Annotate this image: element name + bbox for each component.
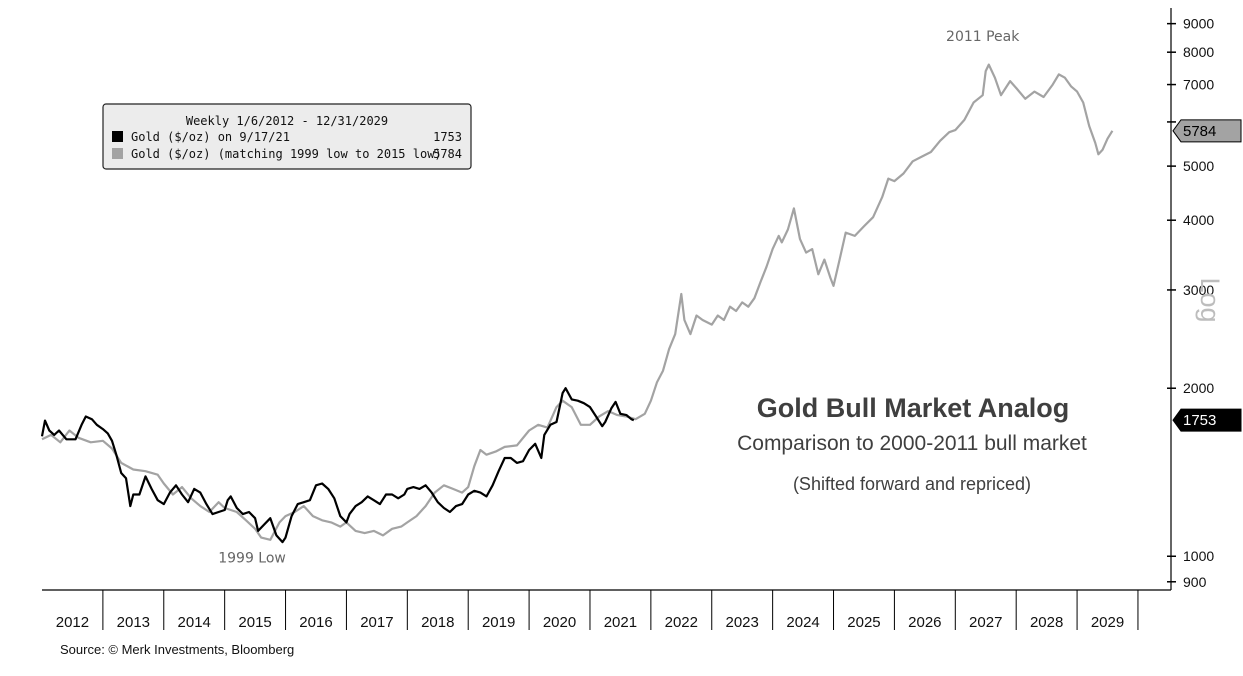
x-tick-label: 2017: [360, 614, 393, 631]
x-tick-label: 2020: [543, 614, 576, 631]
y-tick-label: 900: [1183, 574, 1207, 590]
series-line-current: [40, 387, 635, 544]
y-tick-label: 4000: [1183, 212, 1214, 228]
x-tick-label: 2014: [178, 614, 211, 631]
chart-annotation: 2011 Peak: [946, 29, 1020, 45]
y-tick-label: 2000: [1183, 380, 1214, 396]
y-axis: 900 1000 2000 3000 4000 5000 7000 8000 9000: [1167, 8, 1214, 590]
chart-title: Gold Bull Market Analog: [757, 393, 1070, 423]
y-tick-label: 8000: [1183, 44, 1214, 60]
x-tick-label: 2028: [1030, 614, 1063, 631]
y-tick-label: 7000: [1183, 77, 1214, 93]
value-tag-label: 5784: [1183, 123, 1216, 140]
x-tick-label: 2021: [604, 614, 637, 631]
x-tick-label: 2016: [299, 614, 332, 631]
x-axis: 2012 2013 2014 2015 2016 2017 2018 2019 2020 2021…: [42, 589, 1171, 631]
x-tick-label: 2029: [1091, 614, 1124, 631]
value-tag: [1172, 119, 1242, 143]
x-tick-label: 2018: [421, 614, 454, 631]
chart-note: (Shifted forward and repriced): [793, 474, 1031, 494]
chart-annotation: 1999 Low: [218, 550, 286, 566]
legend-label-analog: Gold ($/oz) (matching 1999 low to 2015 l…: [131, 147, 442, 161]
y-tick-label: 5000: [1183, 158, 1214, 174]
legend-label-current: Gold ($/oz) on 9/17/21: [131, 130, 290, 144]
series-layer: [40, 63, 1114, 544]
x-tick-label: 2012: [56, 614, 89, 631]
x-tick-label: 2013: [117, 614, 150, 631]
x-tick-label: 2024: [786, 614, 819, 631]
x-tick-label: 2019: [482, 614, 515, 631]
y-tick-label: 9000: [1183, 16, 1214, 32]
x-tick-label: 2023: [726, 614, 759, 631]
y-tick-label: 3000: [1183, 282, 1214, 298]
legend-swatch-analog: [112, 148, 123, 159]
y-tick-label: 1000: [1183, 548, 1214, 564]
series-line-analog: [41, 63, 1114, 541]
annotation-layer: 5784 1753 2011 Peak 1999 Low: [218, 29, 1242, 566]
x-tick-label: 2022: [665, 614, 698, 631]
chart-subtitle: Comparison to 2000-2011 bull market: [737, 432, 1087, 455]
x-tick-label: 2026: [908, 614, 941, 631]
x-tick-label: 2015: [238, 614, 271, 631]
value-tag: [1172, 408, 1242, 432]
source-note: Source: © Merk Investments, Bloomberg: [60, 642, 295, 657]
legend: Weekly 1/6/2012 - 12/31/2029 Gold ($/oz)…: [102, 103, 472, 170]
y-scale-label: Log: [1195, 277, 1225, 322]
x-tick-label: 2027: [969, 614, 1002, 631]
value-tag-label: 1753: [1183, 412, 1216, 429]
legend-value-current: 1753: [433, 130, 462, 144]
x-tick-label: 2025: [847, 614, 880, 631]
legend-swatch-current: [112, 131, 123, 142]
legend-title: Weekly 1/6/2012 - 12/31/2029: [186, 114, 388, 128]
legend-value-analog: 5784: [433, 147, 462, 161]
